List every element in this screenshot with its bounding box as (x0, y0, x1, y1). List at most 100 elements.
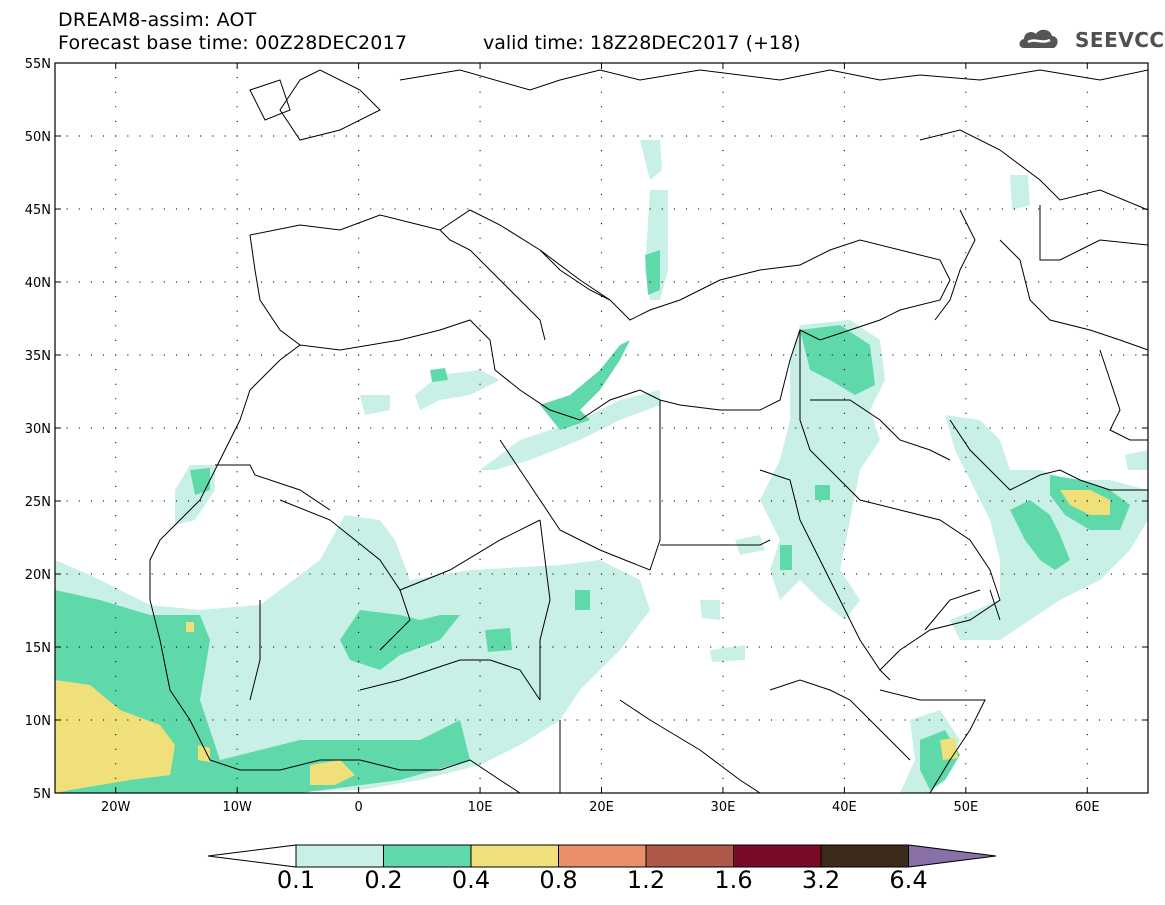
graticule-dot (479, 529, 481, 531)
graticule-dot (1086, 369, 1088, 371)
graticule-dot (394, 719, 396, 721)
graticule-dot (115, 602, 117, 604)
graticule-dot (722, 339, 724, 341)
lon-label: 50E (953, 800, 978, 815)
graticule-dot (600, 310, 603, 312)
lon-label: 10E (468, 800, 493, 815)
graticule-dot (175, 281, 178, 283)
graticule-dot (297, 135, 299, 137)
graticule-dot (115, 179, 117, 181)
graticule-dot (224, 427, 226, 429)
graticule-dot (1074, 354, 1076, 356)
graticule-dot (843, 164, 845, 166)
graticule-dot (770, 208, 773, 210)
graticule-dot (783, 719, 785, 721)
graticule-dot (333, 573, 335, 575)
graticule-dot (843, 456, 845, 458)
graticule-dot (965, 690, 967, 692)
graticule-dot (965, 646, 967, 648)
graticule-dot (637, 646, 639, 648)
graticule-dot (722, 106, 724, 108)
graticule-dot (1135, 500, 1137, 502)
graticule-dot (698, 646, 700, 648)
graticule-dot (479, 150, 481, 152)
graticule-dot (916, 573, 918, 575)
graticule-dot (892, 719, 894, 721)
graticule-dot (783, 500, 785, 502)
graticule-dot (698, 719, 700, 721)
graticule-dot (1050, 646, 1052, 648)
graticule-dot (868, 208, 870, 210)
graticule-dot (819, 719, 821, 721)
graticule-dot (236, 106, 238, 108)
graticule-dot (151, 135, 153, 137)
graticule-dot (746, 500, 748, 502)
lat-label: 40N (25, 276, 51, 291)
graticule-dot (843, 442, 845, 444)
graticule-dot (843, 150, 845, 152)
graticule-dot (819, 646, 821, 648)
graticule-dot (1062, 646, 1064, 648)
graticule-dot (358, 325, 360, 327)
graticule-dot (115, 310, 117, 312)
graticule-dot (115, 777, 117, 780)
graticule-dot (649, 573, 651, 575)
graticule-dot (685, 573, 688, 575)
graticule-dot (66, 719, 68, 721)
graticule-dot (600, 281, 603, 283)
graticule-dot (710, 354, 712, 356)
graticule-dot (880, 354, 882, 356)
graticule-dot (953, 208, 955, 210)
graticule-dot (273, 427, 275, 429)
graticule-dot (66, 281, 68, 283)
graticule-dot (770, 135, 773, 137)
graticule-dot (855, 354, 858, 356)
graticule-dot (843, 690, 845, 692)
graticule-dot (528, 281, 530, 283)
graticule-dot (770, 281, 773, 283)
graticule-dot (977, 354, 979, 356)
graticule-dot (965, 412, 967, 414)
graticule-dot (564, 354, 566, 356)
colorbar-label: 1.6 (714, 866, 753, 894)
graticule-dot (843, 179, 845, 181)
graticule-dot (115, 646, 117, 648)
graticule-dot (989, 500, 991, 502)
graticule-dot (1013, 500, 1016, 502)
graticule-dot (394, 427, 396, 429)
graticule-dot (1110, 208, 1113, 210)
graticule-dot (564, 573, 566, 575)
graticule-dot (989, 427, 991, 429)
graticule-dot (309, 719, 311, 721)
graticule-dot (90, 281, 93, 283)
graticule-dot (115, 748, 117, 750)
graticule-dot (916, 646, 918, 648)
graticule-dot (358, 631, 360, 634)
graticule-dot (564, 719, 566, 721)
graticule-dot (479, 310, 481, 312)
graticule-dot (649, 208, 651, 210)
graticule-dot (151, 281, 153, 283)
graticule-dot (783, 573, 785, 575)
graticule-dot (260, 281, 263, 283)
graticule-dot (685, 281, 688, 283)
graticule-dot (600, 398, 603, 400)
graticule-dot (600, 412, 603, 414)
graticule-dot (843, 529, 845, 531)
graticule-dot (965, 91, 967, 93)
graticule-dot (382, 646, 384, 648)
graticule-dot (418, 646, 420, 648)
colorbar-label: 3.2 (801, 866, 841, 894)
cloud-icon (1019, 29, 1058, 48)
graticule-dot (212, 427, 214, 429)
graticule-dot (855, 281, 858, 283)
graticule-dot (625, 427, 627, 429)
graticule-dot (333, 646, 335, 648)
graticule-dot (843, 500, 845, 502)
lon-axis: 20W 10W 0 10E 20E 30E 40E 50E 60E (101, 63, 1100, 815)
graticule-dot (758, 719, 760, 721)
graticule-dot (358, 719, 360, 721)
graticule-dot (843, 339, 845, 341)
graticule-dot (734, 208, 736, 210)
graticule-dot (1135, 719, 1137, 721)
